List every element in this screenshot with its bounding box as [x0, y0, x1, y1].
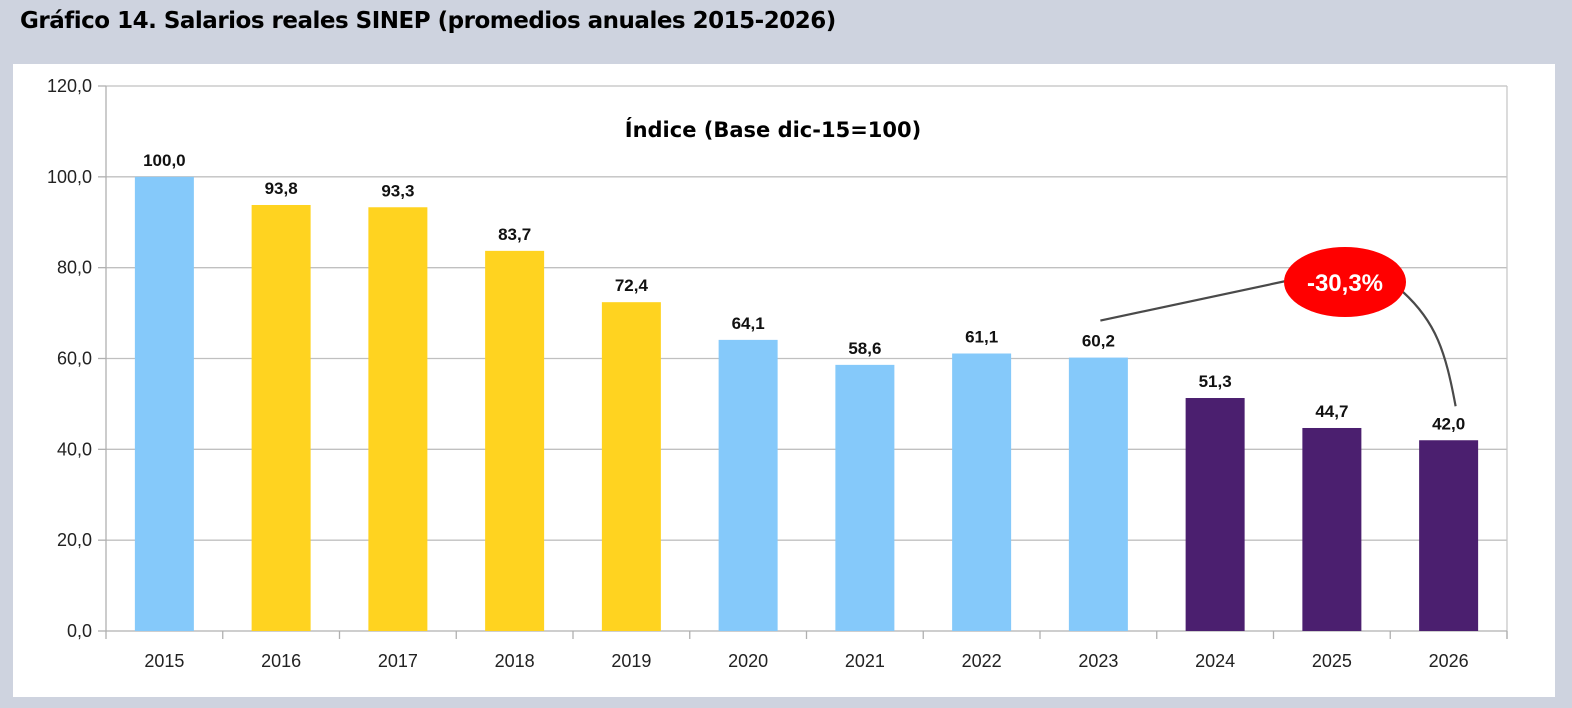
data-label: 93,3 — [381, 181, 414, 200]
data-labels: 100,0 93,8 93,3 83,7 72,4 64,1 58,6 61,1 60,2 51,… — [143, 151, 1465, 433]
axes — [98, 85, 1508, 639]
x-tick-label: 2021 — [845, 651, 885, 671]
x-tick-label: 2018 — [495, 651, 535, 671]
data-label: 72,4 — [615, 276, 649, 295]
x-tick-label: 2023 — [1078, 651, 1118, 671]
bar-2023 — [1068, 357, 1128, 631]
data-label: 58,6 — [848, 339, 881, 358]
connector-line-right — [1402, 291, 1457, 407]
bar-2015 — [134, 176, 194, 632]
data-label: 100,0 — [143, 151, 186, 170]
data-label: 93,8 — [265, 179, 298, 198]
x-tick-label: 2017 — [378, 651, 418, 671]
chart-title: Índice (Base dic-15=100) — [625, 117, 921, 142]
data-label: 64,1 — [732, 314, 765, 333]
page-title: Gráfico 14. Salarios reales SINEP (prome… — [20, 8, 836, 34]
x-axis-tick-labels: 2015 2016 2017 2018 2019 2020 2021 2022 2023 2024… — [144, 651, 1468, 671]
bar-2021 — [835, 364, 895, 631]
change-badge-text: -30,3% — [1307, 270, 1383, 297]
connector-line-left — [1100, 279, 1287, 322]
y-tick-label: 100,0 — [47, 167, 92, 187]
x-tick-label: 2020 — [728, 651, 768, 671]
x-tick-label: 2019 — [611, 651, 651, 671]
data-label: 60,2 — [1082, 332, 1115, 351]
data-label: 44,7 — [1315, 402, 1348, 421]
y-tick-label: 20,0 — [57, 530, 92, 550]
bar-2024 — [1185, 398, 1245, 631]
bar-2026 — [1419, 440, 1479, 631]
bar-2016 — [251, 204, 311, 631]
change-badge — [1284, 247, 1406, 317]
x-tick-label: 2015 — [144, 651, 184, 671]
data-label: 42,0 — [1432, 414, 1465, 433]
y-tick-label: 60,0 — [57, 349, 92, 369]
bars — [134, 176, 1479, 632]
gridlines — [106, 85, 1507, 541]
y-axis-tick-labels: 0,0 20,0 40,0 60,0 80,0 100,0 120,0 — [47, 76, 92, 641]
data-label: 51,3 — [1199, 372, 1232, 391]
bar-2017 — [368, 207, 428, 631]
bar-2022 — [952, 353, 1012, 631]
y-tick-label: 120,0 — [47, 76, 92, 96]
bar-2020 — [718, 339, 778, 631]
y-tick-label: 80,0 — [57, 258, 92, 278]
y-tick-label: 0,0 — [67, 621, 92, 641]
bar-2019 — [601, 302, 661, 631]
x-tick-label: 2025 — [1312, 651, 1352, 671]
data-label: 83,7 — [498, 225, 531, 244]
x-tick-label: 2026 — [1429, 651, 1469, 671]
x-tick-label: 2022 — [962, 651, 1002, 671]
y-tick-label: 40,0 — [57, 439, 92, 459]
change-annotation: -30,3% — [1100, 247, 1457, 407]
data-label: 61,1 — [965, 328, 998, 347]
x-tick-label: 2016 — [261, 651, 301, 671]
bar-2018 — [485, 250, 545, 632]
x-tick-label: 2024 — [1195, 651, 1235, 671]
bar-2025 — [1302, 427, 1362, 631]
